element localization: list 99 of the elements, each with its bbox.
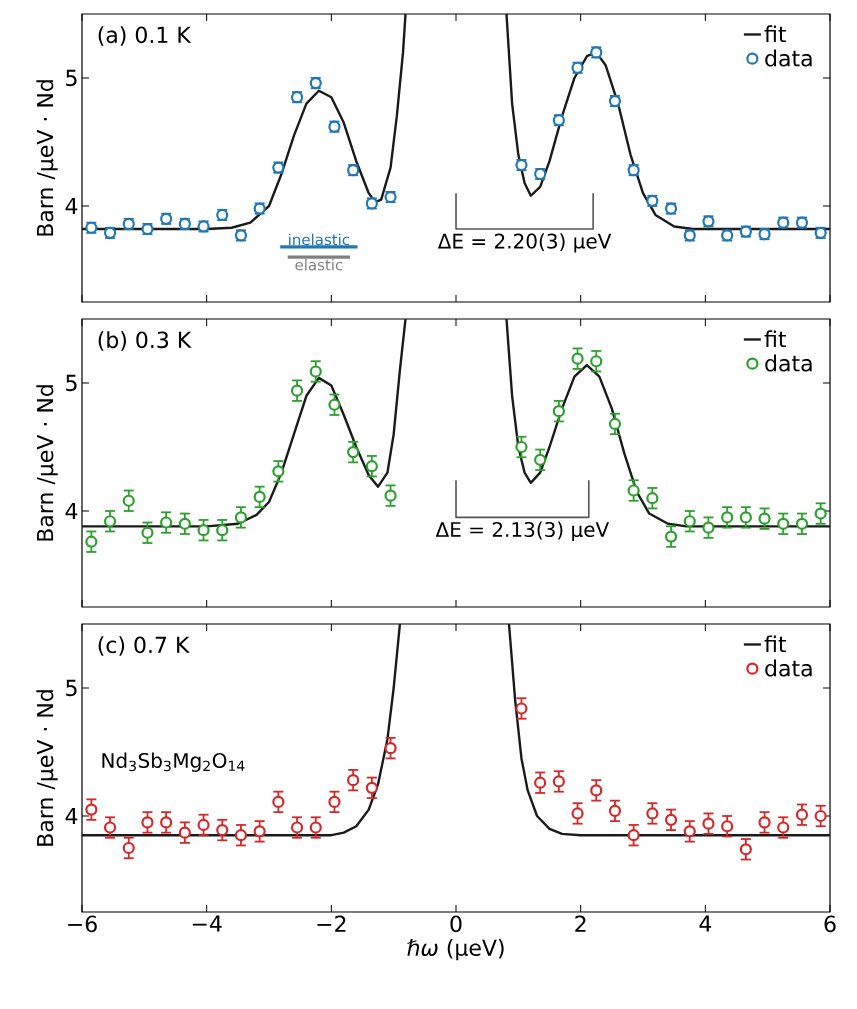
point	[590, 784, 603, 797]
point	[758, 512, 771, 525]
point	[608, 804, 622, 817]
point	[178, 826, 191, 839]
point	[552, 405, 565, 418]
y-axis-title: Barn /μeV · Nd	[36, 385, 58, 541]
point	[328, 398, 341, 411]
point	[197, 818, 210, 832]
x-tick-label: 4	[699, 915, 712, 932]
point	[328, 795, 341, 809]
point	[365, 781, 378, 794]
legend-label: fit	[764, 25, 787, 43]
point	[309, 365, 322, 378]
point	[795, 517, 809, 530]
point	[85, 535, 98, 548]
x-tick-label: 6	[824, 915, 836, 933]
point	[103, 821, 117, 834]
annotation: ΔE = 2.20(3) μeV	[437, 233, 612, 253]
point	[122, 841, 135, 855]
y-tick-label: 5	[66, 374, 77, 392]
y-axis-title: Barn /μeV · Nd	[36, 80, 58, 236]
point	[534, 453, 547, 466]
legend-label: fit	[764, 330, 787, 348]
point	[721, 511, 734, 524]
point	[197, 524, 210, 537]
point	[216, 524, 229, 537]
point	[571, 807, 584, 820]
legend-label: data	[765, 354, 812, 372]
point	[272, 465, 285, 478]
x-tick-label: −4	[192, 915, 222, 932]
annotation: ΔE = 2.13(3) μeV	[435, 521, 610, 541]
point	[122, 494, 135, 507]
point	[739, 511, 752, 524]
chart-title: (b) 0.3 K	[98, 331, 192, 351]
y-tick-label: 4	[65, 502, 78, 520]
y-tick-label: 5	[66, 69, 77, 87]
point	[608, 417, 622, 431]
x-tick-label: −2	[317, 915, 346, 932]
point	[384, 489, 397, 502]
point	[141, 526, 154, 539]
point	[571, 352, 584, 365]
point	[664, 530, 678, 543]
x-tick-label: −6	[68, 915, 97, 933]
point	[85, 803, 98, 816]
point	[160, 816, 173, 829]
point	[683, 825, 696, 838]
point	[515, 440, 528, 454]
point	[721, 820, 734, 833]
point	[347, 774, 360, 787]
point	[590, 355, 603, 368]
point	[814, 809, 827, 823]
legend-label: data	[765, 659, 812, 677]
point	[347, 446, 360, 459]
point	[646, 492, 659, 505]
y-tick-label: 4	[65, 197, 78, 215]
series-label: inelastic	[289, 233, 350, 246]
point	[646, 807, 659, 820]
point	[216, 823, 229, 837]
point	[290, 821, 304, 834]
point	[758, 816, 771, 829]
annotation: Nd$_{3}$Sb$_{3}$Mg$_{2}$O$_{14}$	[102, 752, 245, 772]
legend-label: fit	[764, 635, 787, 653]
point	[290, 384, 304, 397]
y-tick-label: 4	[65, 807, 78, 825]
point	[272, 795, 285, 809]
point	[534, 776, 547, 789]
point	[515, 702, 528, 715]
point	[702, 817, 715, 830]
x-tick-label: 2	[575, 915, 586, 932]
chart-title: (c) 0.7 K	[98, 636, 190, 656]
point	[234, 829, 248, 842]
chart-title: (a) 0.1 K	[98, 26, 192, 46]
point	[384, 742, 397, 755]
series-label: elastic	[295, 258, 343, 271]
y-tick-label: 5	[66, 679, 77, 697]
point	[309, 821, 322, 834]
point	[627, 484, 640, 497]
point	[814, 507, 827, 520]
point	[795, 808, 809, 821]
point	[552, 775, 565, 788]
point	[178, 517, 191, 530]
point	[234, 511, 248, 524]
point	[160, 516, 173, 529]
point	[702, 521, 715, 534]
point	[777, 517, 790, 530]
point	[141, 816, 154, 829]
point	[739, 843, 752, 856]
point	[683, 515, 696, 528]
point	[365, 460, 378, 473]
x-tick-label: 0	[450, 915, 462, 933]
point	[253, 490, 266, 504]
point	[664, 813, 678, 826]
point	[627, 829, 640, 842]
y-axis-title: Barn /μeV · Nd	[36, 690, 58, 846]
point	[253, 825, 266, 838]
x-axis-title: ℏω (μeV)	[407, 939, 504, 961]
point	[103, 515, 117, 528]
point	[777, 821, 790, 834]
legend-label: data	[765, 49, 812, 67]
